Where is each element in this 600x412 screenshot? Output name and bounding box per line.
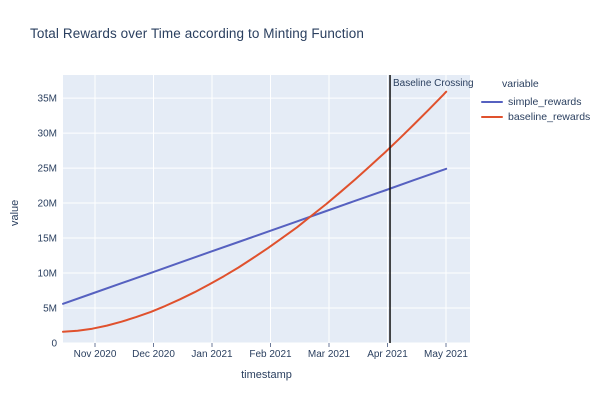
x-tick-label: Dec 2020 [132, 349, 175, 360]
y-tick-label: 0 [51, 339, 57, 350]
y-tick-label: 20M [38, 199, 57, 210]
x-tick-label: Jan 2021 [191, 349, 233, 360]
chart-title: Total Rewards over Time according to Min… [30, 26, 364, 41]
plot-background [63, 75, 470, 343]
legend-title: variable [502, 78, 539, 90]
series-line-baseline_rewards[interactable] [62, 90, 448, 333]
y-axis-title: value [9, 199, 21, 226]
line-swatch-baseline-rewards-icon [481, 115, 503, 118]
x-tick-label: Mar 2021 [308, 349, 351, 360]
y-tick-label: 5M [43, 304, 57, 315]
x-tick-label: Nov 2020 [74, 349, 117, 360]
series-line-simple_rewards[interactable] [62, 167, 448, 305]
y-tick-label: 25M [38, 164, 57, 175]
y-tick-label: 10M [38, 269, 57, 280]
x-tick-label: Feb 2021 [249, 349, 292, 360]
legend: variable simple_rewards baseline_rewards [481, 78, 590, 124]
legend-item-simple-rewards[interactable]: simple_rewards [481, 94, 590, 109]
x-tick-label: Apr 2021 [367, 349, 408, 360]
y-tick-label: 30M [38, 129, 57, 140]
y-tick-label: 15M [38, 234, 57, 245]
legend-label-baseline-rewards: baseline_rewards [508, 110, 591, 123]
x-axis-title: timestamp [241, 369, 292, 381]
y-tick-label: 35M [38, 94, 57, 105]
vline-annotation: Baseline Crossing [393, 78, 474, 89]
legend-label-simple-rewards: simple_rewards [508, 95, 582, 108]
x-tick-label: May 2021 [424, 349, 468, 360]
legend-item-baseline-rewards[interactable]: baseline_rewards [481, 109, 590, 124]
line-swatch-simple-rewards-icon [481, 100, 503, 103]
